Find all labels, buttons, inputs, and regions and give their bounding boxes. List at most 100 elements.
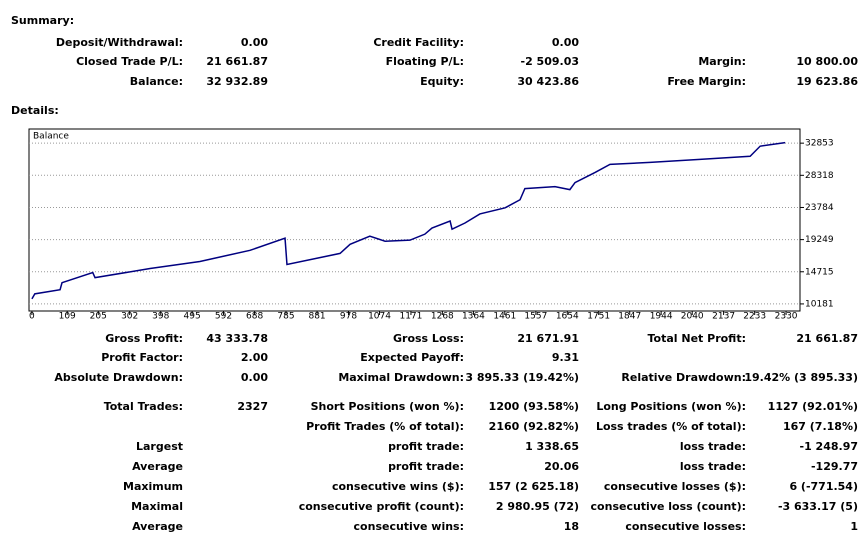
- field-label: Loss trades (% of total):: [596, 420, 746, 433]
- field-value: 9.31: [552, 351, 579, 364]
- field-label: Long Positions (won %):: [596, 400, 746, 413]
- field-value: 1200 (93.58%): [489, 400, 579, 413]
- x-tick-label: 2233: [743, 312, 766, 322]
- field-value: 10 800.00: [796, 55, 858, 68]
- x-tick-label: 1557: [524, 312, 547, 322]
- field-label: Closed Trade P/L:: [76, 55, 183, 68]
- x-tick-label: 1461: [493, 312, 516, 322]
- x-tick-label: 205: [90, 312, 107, 322]
- x-tick-label: 592: [215, 312, 232, 322]
- field-value: 21 661.87: [796, 332, 858, 345]
- field-value: 43 333.78: [206, 332, 268, 345]
- chart-frame: [28, 128, 801, 312]
- x-tick-label: 1171: [399, 312, 422, 322]
- field-label: Profit Factor:: [101, 351, 183, 364]
- field-value: 157 (2 625.18): [488, 480, 579, 493]
- field-label: Expected Payoff:: [360, 351, 464, 364]
- field-value: 18: [564, 520, 579, 533]
- field-label: Maximal Drawdown:: [338, 371, 464, 384]
- x-tick-label: 2040: [681, 312, 704, 322]
- y-tick-label: 10181: [805, 299, 834, 309]
- field-value: 167 (7.18%): [783, 420, 858, 433]
- field-label: profit trade:: [388, 440, 464, 453]
- field-label: Maximum: [123, 480, 183, 493]
- x-tick-label: 785: [277, 312, 294, 322]
- field-value: 0.00: [552, 36, 579, 49]
- field-label: Gross Profit:: [105, 332, 183, 345]
- field-label: Total Trades:: [104, 400, 183, 413]
- field-label: Free Margin:: [667, 75, 746, 88]
- field-label: Profit Trades (% of total):: [306, 420, 464, 433]
- x-tick-label: 495: [184, 312, 201, 322]
- x-tick-label: 978: [340, 312, 357, 322]
- x-tick-label: 688: [246, 312, 263, 322]
- field-label: Credit Facility:: [373, 36, 464, 49]
- field-label: Average: [132, 520, 183, 533]
- field-value: 1: [850, 520, 858, 533]
- field-label: loss trade:: [680, 440, 746, 453]
- balance-line: [31, 141, 786, 300]
- x-tick-label: 0: [29, 312, 35, 322]
- x-tick-label: 302: [121, 312, 138, 322]
- x-tick-label: 1268: [431, 312, 454, 322]
- x-tick-label: 1847: [618, 312, 641, 322]
- field-label: consecutive loss (count):: [591, 500, 746, 513]
- field-value: 21 671.91: [517, 332, 579, 345]
- field-value: -3 633.17 (5): [778, 500, 858, 513]
- field-value: -1 248.97: [800, 440, 859, 453]
- field-label: Short Positions (won %):: [311, 400, 464, 413]
- legend-label: Balance: [33, 132, 69, 142]
- field-value: 2160 (92.82%): [489, 420, 579, 433]
- field-value: 30 423.86: [517, 75, 579, 88]
- field-label: Absolute Drawdown:: [54, 371, 183, 384]
- field-label: loss trade:: [680, 460, 746, 473]
- details-title: Details:: [11, 104, 59, 117]
- field-label: consecutive losses:: [625, 520, 746, 533]
- y-tick-label: 19249: [805, 235, 834, 245]
- x-tick-label: 881: [308, 312, 325, 322]
- field-value: 21 661.87: [206, 55, 268, 68]
- x-tick-label: 398: [152, 312, 169, 322]
- field-label: consecutive losses ($):: [604, 480, 746, 493]
- field-label: Relative Drawdown:: [621, 371, 746, 384]
- x-tick-label: 1751: [587, 312, 610, 322]
- field-label: consecutive wins ($):: [332, 480, 464, 493]
- field-label: Balance:: [130, 75, 183, 88]
- summary-title: Summary:: [11, 14, 74, 27]
- field-value: -129.77: [811, 460, 858, 473]
- x-tick-label: 1364: [462, 312, 485, 322]
- field-value: 32 932.89: [206, 75, 268, 88]
- field-value: 1 338.65: [525, 440, 579, 453]
- field-label: consecutive profit (count):: [299, 500, 464, 513]
- field-value: 1127 (92.01%): [768, 400, 858, 413]
- field-label: Deposit/Withdrawal:: [56, 36, 183, 49]
- field-value: 0.00: [241, 36, 268, 49]
- field-label: consecutive wins:: [354, 520, 464, 533]
- field-label: Maximal: [131, 500, 183, 513]
- field-label: Equity:: [420, 75, 464, 88]
- field-label: Largest: [136, 440, 183, 453]
- field-label: Average: [132, 460, 183, 473]
- y-tick-label: 14715: [805, 267, 834, 277]
- field-label: profit trade:: [388, 460, 464, 473]
- y-tick-label: 32853: [805, 139, 834, 149]
- y-tick-label: 23784: [805, 203, 834, 213]
- x-tick-label: 2137: [712, 312, 735, 322]
- field-label: Total Net Profit:: [648, 332, 747, 345]
- x-tick-label: 1944: [650, 312, 673, 322]
- field-value: 2.00: [241, 351, 268, 364]
- field-label: Floating P/L:: [386, 55, 464, 68]
- x-tick-label: 109: [59, 312, 76, 322]
- field-value: 2 980.95 (72): [496, 500, 579, 513]
- x-tick-label: 2330: [775, 312, 798, 322]
- y-tick-label: 28318: [805, 171, 834, 181]
- field-value: 20.06: [544, 460, 579, 473]
- field-label: Gross Loss:: [393, 332, 464, 345]
- field-value: 19 623.86: [796, 75, 858, 88]
- field-value: -2 509.03: [521, 55, 580, 68]
- field-value: 19.42% (3 895.33): [744, 371, 858, 384]
- x-tick-label: 1074: [368, 312, 391, 322]
- x-tick-label: 1654: [556, 312, 579, 322]
